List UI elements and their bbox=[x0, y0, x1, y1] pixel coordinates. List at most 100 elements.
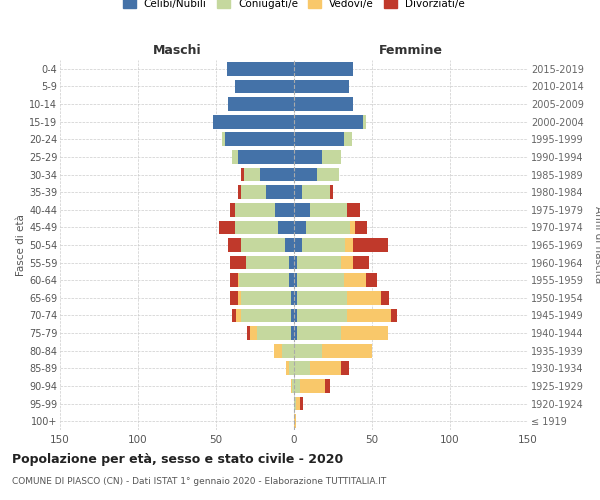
Bar bbox=[294, 256, 297, 270]
Bar bbox=[226, 132, 294, 146]
Bar bbox=[274, 344, 281, 358]
Bar bbox=[346, 238, 353, 252]
Bar bbox=[238, 150, 294, 164]
Bar bbox=[289, 274, 294, 287]
Bar bbox=[341, 256, 353, 270]
Bar bbox=[266, 186, 294, 199]
Bar bbox=[296, 396, 300, 410]
Bar bbox=[291, 291, 294, 304]
Bar bbox=[347, 203, 359, 216]
Bar bbox=[297, 308, 347, 322]
Bar bbox=[236, 308, 241, 322]
Bar bbox=[294, 132, 344, 146]
Bar bbox=[289, 256, 294, 270]
Bar bbox=[247, 326, 250, 340]
Bar bbox=[294, 344, 322, 358]
Bar bbox=[250, 326, 257, 340]
Bar bbox=[330, 186, 333, 199]
Bar bbox=[294, 274, 297, 287]
Text: COMUNE DI PIASCO (CN) - Dati ISTAT 1° gennaio 2020 - Elaborazione TUTTITALIA.IT: COMUNE DI PIASCO (CN) - Dati ISTAT 1° ge… bbox=[12, 478, 386, 486]
Bar bbox=[232, 150, 238, 164]
Bar bbox=[289, 362, 294, 375]
Bar bbox=[294, 396, 296, 410]
Bar bbox=[322, 344, 372, 358]
Bar bbox=[294, 308, 297, 322]
Bar bbox=[238, 186, 241, 199]
Bar bbox=[294, 203, 310, 216]
Bar bbox=[317, 168, 339, 181]
Bar bbox=[241, 168, 244, 181]
Bar bbox=[235, 203, 275, 216]
Bar bbox=[241, 186, 266, 199]
Bar bbox=[230, 291, 238, 304]
Bar bbox=[310, 362, 341, 375]
Bar bbox=[229, 97, 294, 111]
Bar bbox=[241, 238, 284, 252]
Bar bbox=[229, 238, 241, 252]
Text: Femmine: Femmine bbox=[379, 44, 443, 58]
Bar bbox=[353, 238, 388, 252]
Bar bbox=[275, 203, 294, 216]
Bar bbox=[286, 362, 289, 375]
Bar bbox=[325, 379, 330, 393]
Bar bbox=[294, 414, 296, 428]
Bar bbox=[297, 256, 341, 270]
Bar bbox=[341, 326, 388, 340]
Bar bbox=[302, 238, 346, 252]
Bar bbox=[278, 220, 294, 234]
Bar bbox=[294, 220, 307, 234]
Bar bbox=[297, 326, 341, 340]
Bar bbox=[238, 274, 239, 287]
Bar bbox=[235, 80, 294, 94]
Bar bbox=[291, 379, 292, 393]
Bar bbox=[310, 203, 347, 216]
Text: Maschi: Maschi bbox=[152, 44, 202, 58]
Bar bbox=[347, 291, 382, 304]
Bar bbox=[294, 362, 310, 375]
Y-axis label: Fasce di età: Fasce di età bbox=[16, 214, 26, 276]
Bar bbox=[230, 274, 238, 287]
Bar bbox=[257, 326, 291, 340]
Bar bbox=[239, 274, 289, 287]
Bar bbox=[300, 379, 325, 393]
Bar bbox=[302, 186, 330, 199]
Bar bbox=[350, 220, 355, 234]
Bar bbox=[281, 344, 294, 358]
Legend: Celibi/Nubili, Coniugati/e, Vedovi/e, Divorziati/e: Celibi/Nubili, Coniugati/e, Vedovi/e, Di… bbox=[123, 0, 465, 9]
Bar bbox=[294, 291, 297, 304]
Bar bbox=[300, 396, 304, 410]
Bar bbox=[227, 62, 294, 76]
Bar bbox=[291, 308, 294, 322]
Bar bbox=[284, 238, 294, 252]
Bar bbox=[382, 291, 389, 304]
Bar bbox=[294, 80, 349, 94]
Bar bbox=[245, 256, 289, 270]
Bar bbox=[366, 274, 377, 287]
Bar bbox=[297, 274, 344, 287]
Bar bbox=[322, 150, 341, 164]
Bar bbox=[219, 220, 235, 234]
Bar bbox=[241, 291, 291, 304]
Bar bbox=[260, 168, 294, 181]
Bar bbox=[235, 220, 278, 234]
Bar bbox=[294, 115, 362, 128]
Bar bbox=[344, 274, 366, 287]
Bar bbox=[294, 150, 322, 164]
Bar bbox=[362, 115, 366, 128]
Bar bbox=[230, 203, 235, 216]
Bar bbox=[222, 132, 226, 146]
Bar bbox=[297, 291, 347, 304]
Bar bbox=[238, 291, 241, 304]
Bar bbox=[344, 132, 352, 146]
Bar bbox=[294, 379, 300, 393]
Bar bbox=[291, 326, 294, 340]
Bar bbox=[294, 238, 302, 252]
Bar bbox=[213, 115, 294, 128]
Y-axis label: Anni di nascita: Anni di nascita bbox=[593, 206, 600, 284]
Text: Popolazione per età, sesso e stato civile - 2020: Popolazione per età, sesso e stato civil… bbox=[12, 452, 343, 466]
Bar bbox=[353, 256, 369, 270]
Bar bbox=[294, 97, 353, 111]
Bar bbox=[241, 308, 291, 322]
Bar bbox=[294, 326, 297, 340]
Bar bbox=[292, 379, 294, 393]
